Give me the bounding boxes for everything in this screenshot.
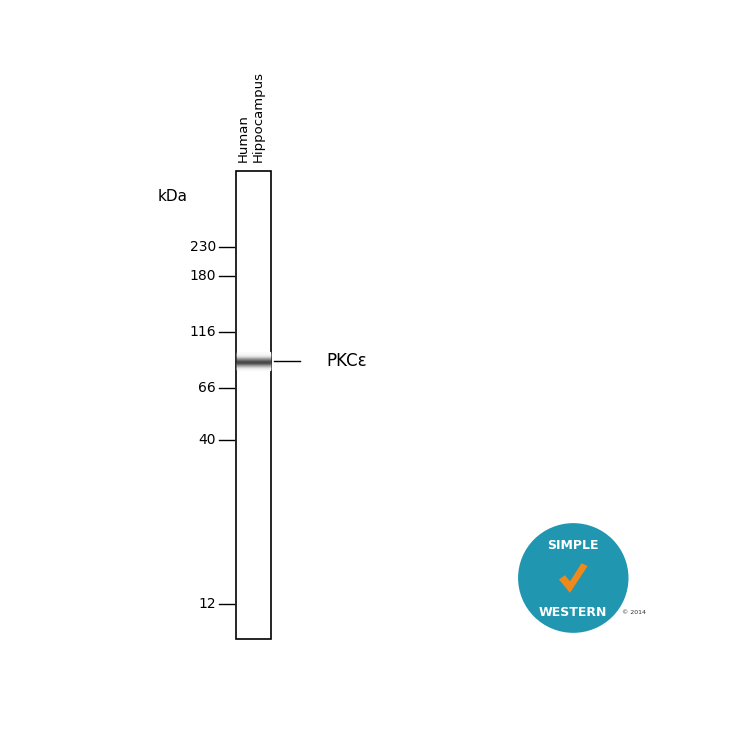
Text: 12: 12: [198, 596, 216, 610]
Text: © 2014: © 2014: [622, 610, 646, 614]
Text: 180: 180: [189, 269, 216, 283]
Polygon shape: [559, 563, 588, 592]
Text: 116: 116: [189, 326, 216, 339]
Bar: [236, 171, 271, 639]
Text: 40: 40: [198, 433, 216, 447]
Text: PKCε: PKCε: [326, 352, 367, 370]
Text: kDa: kDa: [158, 189, 188, 204]
Text: WESTERN: WESTERN: [539, 605, 608, 619]
Text: SIMPLE: SIMPLE: [548, 538, 599, 551]
Text: Hippocampus: Hippocampus: [252, 71, 265, 162]
Circle shape: [518, 524, 628, 633]
Text: 66: 66: [198, 381, 216, 395]
Text: Human: Human: [237, 114, 250, 162]
Text: 230: 230: [190, 240, 216, 254]
